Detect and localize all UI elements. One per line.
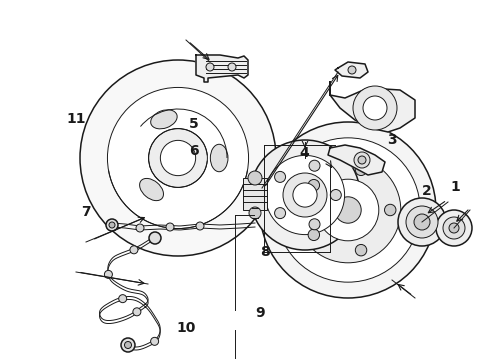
Circle shape (309, 160, 320, 171)
Polygon shape (335, 62, 368, 78)
Circle shape (317, 179, 379, 241)
Polygon shape (328, 145, 385, 175)
Circle shape (274, 171, 286, 183)
Circle shape (206, 63, 214, 71)
Circle shape (121, 338, 135, 352)
Circle shape (133, 308, 141, 316)
Circle shape (443, 217, 465, 239)
Circle shape (398, 198, 446, 246)
Circle shape (130, 246, 138, 254)
Text: 8: 8 (260, 245, 270, 259)
Circle shape (355, 164, 367, 176)
Text: 6: 6 (189, 144, 198, 158)
Circle shape (136, 224, 144, 232)
Circle shape (166, 223, 174, 231)
Circle shape (335, 197, 361, 223)
Circle shape (106, 219, 118, 231)
Bar (243, 178, 267, 210)
Circle shape (358, 156, 366, 164)
Circle shape (80, 60, 276, 256)
Circle shape (274, 208, 286, 219)
Circle shape (308, 229, 319, 240)
Circle shape (414, 214, 430, 230)
Circle shape (293, 183, 317, 207)
Text: 1: 1 (451, 180, 461, 194)
Circle shape (148, 129, 207, 188)
Text: 5: 5 (189, 117, 198, 131)
Ellipse shape (210, 144, 228, 172)
Circle shape (363, 96, 387, 120)
Circle shape (353, 86, 397, 130)
Circle shape (249, 207, 261, 219)
Circle shape (309, 219, 320, 230)
Circle shape (149, 232, 161, 244)
Circle shape (436, 210, 472, 246)
Circle shape (160, 140, 196, 176)
Circle shape (355, 244, 367, 256)
Circle shape (354, 152, 370, 168)
Circle shape (348, 66, 356, 74)
Circle shape (124, 342, 131, 348)
Circle shape (260, 122, 436, 298)
Text: 9: 9 (255, 306, 265, 320)
Circle shape (295, 157, 401, 263)
Circle shape (276, 138, 420, 282)
Circle shape (308, 179, 319, 191)
Circle shape (119, 294, 127, 303)
Circle shape (150, 337, 159, 345)
Circle shape (449, 223, 459, 233)
Circle shape (109, 222, 115, 228)
Polygon shape (330, 82, 415, 132)
Circle shape (385, 204, 396, 216)
Text: 11: 11 (66, 112, 86, 126)
Ellipse shape (140, 179, 164, 201)
Text: 2: 2 (421, 184, 431, 198)
Circle shape (107, 87, 248, 229)
Circle shape (228, 63, 236, 71)
Circle shape (248, 171, 262, 185)
Circle shape (196, 222, 204, 230)
Circle shape (330, 189, 342, 201)
Circle shape (250, 140, 360, 250)
Circle shape (104, 270, 112, 278)
Text: 10: 10 (176, 321, 196, 334)
Text: 3: 3 (387, 134, 397, 147)
Text: 4: 4 (299, 146, 309, 160)
Ellipse shape (151, 110, 177, 129)
Circle shape (406, 206, 438, 238)
Polygon shape (196, 55, 248, 82)
Circle shape (283, 173, 327, 217)
Circle shape (266, 156, 344, 235)
Text: 7: 7 (81, 206, 91, 219)
